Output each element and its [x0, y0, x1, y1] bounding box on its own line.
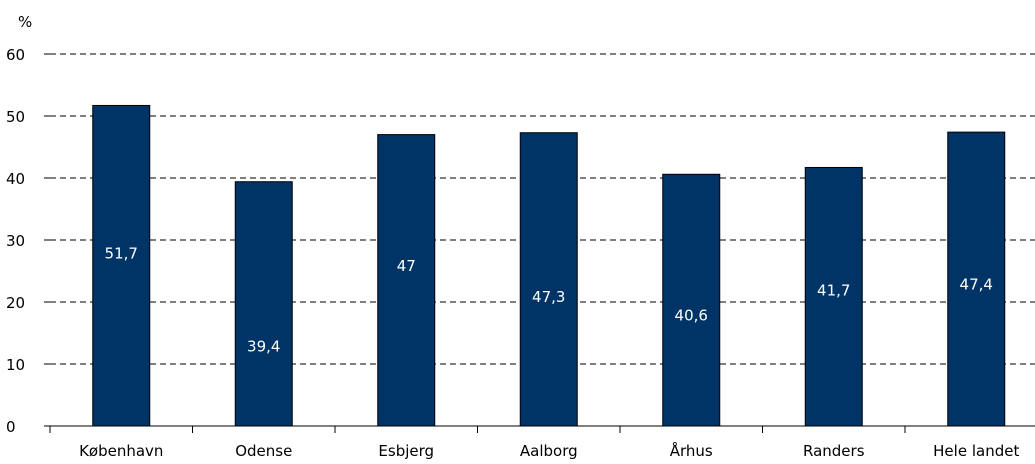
- bar: [519, 132, 578, 427]
- value-label: 51,7: [105, 244, 138, 262]
- value-label: 41,7: [817, 282, 850, 300]
- bar: [662, 173, 721, 427]
- x-category-label: Hele landet: [933, 442, 1019, 460]
- x-axis: København Odense Esbjerg Aalborg Århus Rander…: [49, 425, 1035, 460]
- value-label: 47: [397, 257, 416, 275]
- y-tick-label: 40: [6, 170, 25, 188]
- y-tick-label: 0: [6, 418, 16, 436]
- x-category-label: Aalborg: [520, 442, 578, 460]
- value-label: 39,4: [247, 337, 280, 355]
- y-tick-label: 60: [6, 46, 25, 64]
- y-tick-label: 50: [6, 108, 25, 126]
- y-tick-label: 30: [6, 232, 25, 250]
- value-labels: 51,7 39,4 47 47,3 40,6 41,7 47,4: [105, 244, 993, 355]
- y-tick-label: 10: [6, 356, 25, 374]
- y-tick-label: 20: [6, 294, 25, 312]
- bars: [92, 104, 1006, 427]
- value-label: 47,3: [532, 288, 565, 306]
- x-category-label: København: [79, 442, 163, 460]
- bar: [234, 181, 293, 427]
- bar: [92, 104, 151, 427]
- x-category-label: Odense: [235, 442, 292, 460]
- y-axis-ticks: 0 10 20 30 40 50 60: [6, 46, 50, 436]
- x-category-label: Århus: [670, 441, 713, 460]
- bar: [804, 166, 863, 427]
- value-label: 47,4: [960, 275, 993, 293]
- x-category-label: Esbjerg: [378, 442, 434, 460]
- bar: [947, 131, 1006, 427]
- x-category-label: Randers: [803, 442, 865, 460]
- y-axis-unit-label: %: [18, 13, 32, 31]
- value-label: 40,6: [675, 306, 708, 324]
- bar: [377, 134, 436, 427]
